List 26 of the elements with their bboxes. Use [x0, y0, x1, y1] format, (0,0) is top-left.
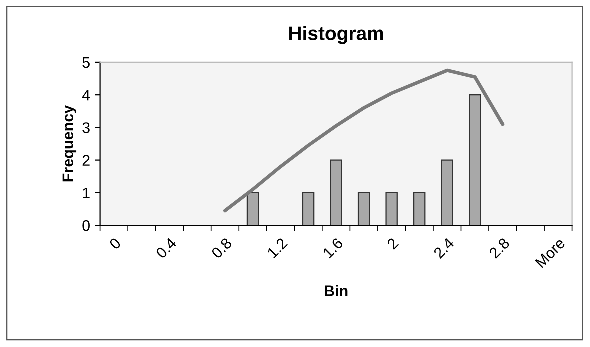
bar [413, 192, 426, 226]
x-tick-label: 0 [108, 237, 122, 250]
bar [246, 192, 260, 226]
x-tick-label: 1.6 [322, 237, 344, 259]
y-tick-label: 3 [82, 122, 90, 134]
y-tick-label: 0 [82, 220, 90, 232]
x-tick-label: 2.8 [488, 237, 510, 260]
y-tick-label: 1 [83, 188, 90, 198]
y-tick-label: 2 [82, 155, 90, 166]
x-tick-label: 0.8 [210, 237, 233, 260]
x-tick-label: 2 [386, 237, 400, 250]
bar [469, 94, 482, 226]
x-tick-label: 1.2 [266, 237, 288, 259]
bar [358, 192, 370, 226]
chart-title: Histogram [290, 26, 384, 44]
bar [441, 160, 454, 226]
x-tick-label: 2.4 [433, 237, 455, 259]
line-series [224, 68, 505, 213]
bar [330, 160, 342, 226]
y-tick-label: 5 [82, 57, 90, 68]
x-tick-label: 0.4 [155, 237, 178, 260]
bar [386, 192, 398, 226]
bar [302, 192, 315, 226]
x-axis-title: Bin [325, 285, 348, 296]
y-tick-label: 4 [82, 90, 90, 101]
y-axis-title: Frequency [62, 105, 77, 182]
